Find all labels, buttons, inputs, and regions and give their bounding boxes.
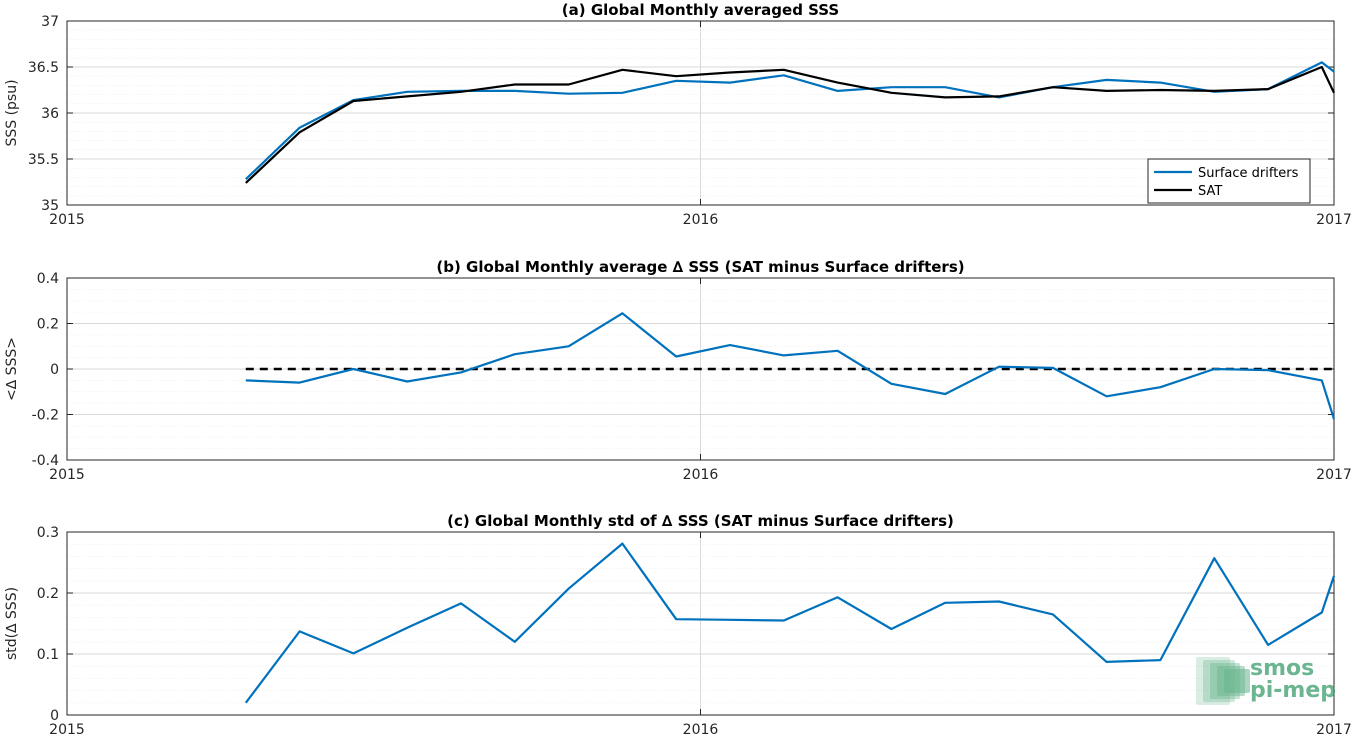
y-axis-label: std(∆ SSS) — [4, 587, 20, 660]
x-tick-label: 2015 — [49, 722, 85, 737]
series-line-series-0 — [245, 312, 1336, 420]
x-tick-label: 2017 — [1316, 467, 1352, 483]
chart-title: (a) Global Monthly averaged SSS — [562, 1, 839, 19]
chart-panel-2: 0 0.1 0.2 0.3 2015 2016 2017 (c) Global Monthly… — [4, 512, 1352, 738]
logo-wave-shape — [1217, 666, 1245, 696]
logo-wave-shape — [1210, 663, 1240, 699]
logo-wave-shape — [1196, 657, 1230, 705]
y-tick-label: 0 — [50, 708, 59, 724]
series-line-series-0 — [244, 542, 1336, 704]
y-tick-label: 0.1 — [37, 647, 59, 663]
series-line-sat — [245, 65, 1335, 184]
y-tick-label: -0.4 — [32, 453, 59, 469]
y-tick-label: 0.3 — [37, 525, 59, 541]
chart-title: (b) Global Monthly average ∆ SSS (SAT mi… — [436, 258, 964, 276]
x-tick-label: 2015 — [49, 467, 85, 483]
legend-box — [1147, 158, 1311, 204]
x-tick-label: 2016 — [683, 467, 719, 483]
y-tick-label: 35.5 — [28, 152, 59, 168]
chart-panel-0: 35 35.5 36 36.5 37 2015 2016 2017 (a) Global Mon… — [4, 1, 1352, 228]
y-tick-label: 0.4 — [37, 271, 59, 287]
logo-text: pi-mep — [1250, 678, 1336, 703]
y-axis-label: SSS (psu) — [4, 79, 20, 146]
y-tick-label: 0 — [50, 362, 59, 378]
y-axis-label: <∆ SSS> — [4, 337, 20, 401]
x-tick-label: 2017 — [1316, 212, 1352, 228]
chart-panel-1: -0.4 -0.2 0 0.2 0.4 2015 2016 2017 (b) Global Mo… — [4, 258, 1352, 483]
x-tick-label: 2016 — [683, 722, 719, 737]
x-tick-label: 2016 — [683, 212, 719, 228]
legend: Surface drifters SAT — [1147, 158, 1311, 204]
x-tick-label: 2015 — [49, 212, 85, 228]
logo-wave-shape — [1203, 660, 1235, 702]
logo-wave-shape — [1224, 669, 1250, 693]
logo-text: smos — [1250, 656, 1314, 681]
y-tick-label: 0.2 — [37, 317, 59, 333]
y-tick-label: 37 — [41, 14, 59, 30]
y-tick-label: 35 — [41, 198, 59, 214]
y-tick-label: 36.5 — [28, 60, 59, 76]
chart-title: (c) Global Monthly std of ∆ SSS (SAT min… — [447, 512, 954, 530]
y-tick-label: -0.2 — [32, 408, 59, 424]
series-line-surface-drifters — [245, 61, 1335, 180]
y-tick-label: 36 — [41, 106, 59, 122]
x-tick-label: 2017 — [1316, 722, 1352, 737]
y-tick-label: 0.2 — [37, 586, 59, 602]
legend-label: Surface drifters — [1198, 166, 1299, 181]
legend-label: SAT — [1198, 184, 1222, 199]
